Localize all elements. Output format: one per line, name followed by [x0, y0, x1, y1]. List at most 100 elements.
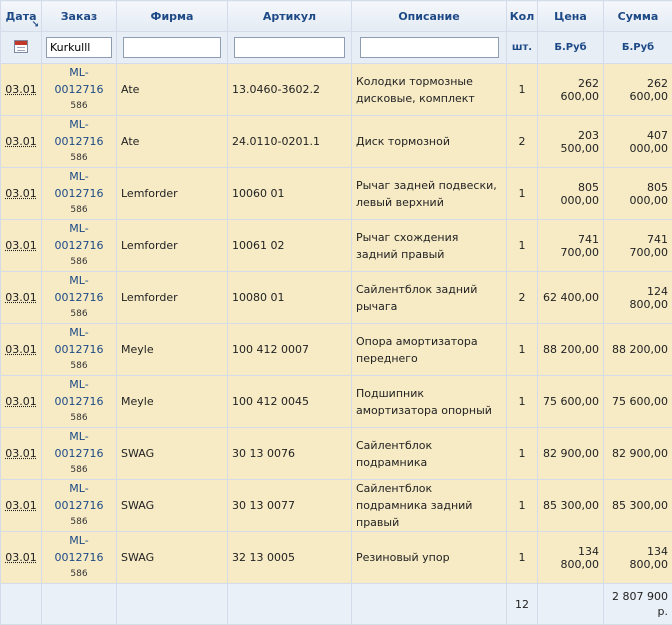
date-cell: 03.01: [1, 480, 42, 532]
date-link[interactable]: 03.01: [5, 447, 37, 460]
price-cell: 805 000,00: [538, 168, 604, 220]
column-header-qty[interactable]: Кол: [507, 1, 538, 32]
date-link[interactable]: 03.01: [5, 551, 37, 564]
date-link[interactable]: 03.01: [5, 499, 37, 512]
article-cell: 100 412 0007: [228, 324, 352, 376]
date-cell: 03.01: [1, 428, 42, 480]
firm-cell: Meyle: [117, 324, 228, 376]
column-header-description[interactable]: Описание: [352, 1, 507, 32]
order-filter-cell: [42, 32, 117, 64]
table-row[interactable]: 03.01 ML-0012716 586 Meyle 100 412 0007 …: [1, 324, 672, 376]
column-header-article[interactable]: Артикул: [228, 1, 352, 32]
description-cell: Опора амортизатора переднего: [352, 324, 507, 376]
order-link[interactable]: ML-0012716: [46, 428, 112, 462]
firm-cell: Meyle: [117, 376, 228, 428]
date-link[interactable]: 03.01: [5, 343, 37, 356]
date-link[interactable]: 03.01: [5, 187, 37, 200]
order-link[interactable]: ML-0012716: [46, 480, 112, 514]
column-header-price[interactable]: Цена: [538, 1, 604, 32]
qty-cell: 1: [507, 64, 538, 116]
price-cell: 88 200,00: [538, 324, 604, 376]
qty-cell: 1: [507, 168, 538, 220]
sort-arrow-icon[interactable]: ↘: [31, 21, 39, 30]
date-link[interactable]: 03.01: [5, 83, 37, 96]
table-row[interactable]: 03.01 ML-0012716 586 SWAG 30 13 0076 Сай…: [1, 428, 672, 480]
date-link[interactable]: 03.01: [5, 291, 37, 304]
column-header-date[interactable]: Дата ↘: [1, 1, 42, 32]
qty-cell: 2: [507, 272, 538, 324]
calendar-icon[interactable]: [14, 40, 28, 53]
order-link[interactable]: ML-0012716: [46, 64, 112, 98]
date-cell: 03.01: [1, 116, 42, 168]
table-row[interactable]: 03.01 ML-0012716 586 Lemforder 10060 01 …: [1, 168, 672, 220]
description-cell: Рычаг задней подвески, левый верхний: [352, 168, 507, 220]
article-cell: 30 13 0076: [228, 428, 352, 480]
date-link[interactable]: 03.01: [5, 239, 37, 252]
order-link[interactable]: ML-0012716: [46, 324, 112, 358]
column-header-order[interactable]: Заказ: [42, 1, 117, 32]
date-link[interactable]: 03.01: [5, 395, 37, 408]
article-cell: 30 13 0077: [228, 480, 352, 532]
order-link[interactable]: ML-0012716: [46, 220, 112, 254]
total-qty: 12: [507, 584, 538, 625]
description-filter-cell: [352, 32, 507, 64]
column-header-sum[interactable]: Сумма: [604, 1, 672, 32]
table-row[interactable]: 03.01 ML-0012716 586 Meyle 100 412 0045 …: [1, 376, 672, 428]
description-cell: Диск тормозной: [352, 116, 507, 168]
firm-cell: Lemforder: [117, 168, 228, 220]
price-cell: 85 300,00: [538, 480, 604, 532]
firm-cell: Lemforder: [117, 220, 228, 272]
order-sub-number: 586: [46, 462, 112, 479]
order-sub-number: 586: [46, 358, 112, 375]
firm-filter-input[interactable]: [123, 37, 221, 58]
order-cell: ML-0012716 586: [42, 116, 117, 168]
sum-cell: 82 900,00: [604, 428, 672, 480]
qty-cell: 1: [507, 220, 538, 272]
order-link[interactable]: ML-0012716: [46, 376, 112, 410]
article-filter-input[interactable]: [234, 37, 345, 58]
sum-cell: 741 700,00: [604, 220, 672, 272]
order-link[interactable]: ML-0012716: [46, 532, 112, 566]
date-cell: 03.01: [1, 532, 42, 584]
price-unit: Б.Руб: [538, 32, 604, 64]
price-cell: 741 700,00: [538, 220, 604, 272]
order-sub-number: 586: [46, 410, 112, 427]
order-cell: ML-0012716 586: [42, 376, 117, 428]
order-cell: ML-0012716 586: [42, 64, 117, 116]
order-link[interactable]: ML-0012716: [46, 272, 112, 306]
sum-cell: 805 000,00: [604, 168, 672, 220]
totals-empty: [228, 584, 352, 625]
order-cell: ML-0012716 586: [42, 532, 117, 584]
sum-cell: 262 600,00: [604, 64, 672, 116]
sum-cell: 85 300,00: [604, 480, 672, 532]
price-cell: 82 900,00: [538, 428, 604, 480]
table-row[interactable]: 03.01 ML-0012716 586 SWAG 30 13 0077 Сай…: [1, 480, 672, 532]
description-cell: Сайлентблок задний рычага: [352, 272, 507, 324]
price-cell: 75 600,00: [538, 376, 604, 428]
date-link[interactable]: 03.01: [5, 135, 37, 148]
description-filter-input[interactable]: [360, 37, 499, 58]
totals-empty: [352, 584, 507, 625]
table-row[interactable]: 03.01 ML-0012716 586 Lemforder 10080 01 …: [1, 272, 672, 324]
article-cell: 13.0460-3602.2: [228, 64, 352, 116]
header-row: Дата ↘ Заказ Фирма Артикул Описание Кол …: [1, 1, 672, 32]
table-row[interactable]: 03.01 ML-0012716 586 Ate 24.0110-0201.1 …: [1, 116, 672, 168]
sum-cell: 124 800,00: [604, 272, 672, 324]
article-filter-cell: [228, 32, 352, 64]
order-sub-number: 586: [46, 514, 112, 531]
table-row[interactable]: 03.01 ML-0012716 586 Lemforder 10061 02 …: [1, 220, 672, 272]
column-header-firm[interactable]: Фирма: [117, 1, 228, 32]
order-sub-number: 586: [46, 150, 112, 167]
order-filter-input[interactable]: [46, 37, 112, 58]
sum-unit: Б.Руб: [604, 32, 672, 64]
order-link[interactable]: ML-0012716: [46, 168, 112, 202]
order-link[interactable]: ML-0012716: [46, 116, 112, 150]
filter-row: шт. Б.Руб Б.Руб: [1, 32, 672, 64]
date-cell: 03.01: [1, 376, 42, 428]
date-cell: 03.01: [1, 64, 42, 116]
table-row[interactable]: 03.01 ML-0012716 586 SWAG 32 13 0005 Рез…: [1, 532, 672, 584]
table-row[interactable]: 03.01 ML-0012716 586 Ate 13.0460-3602.2 …: [1, 64, 672, 116]
date-cell: 03.01: [1, 168, 42, 220]
order-cell: ML-0012716 586: [42, 168, 117, 220]
